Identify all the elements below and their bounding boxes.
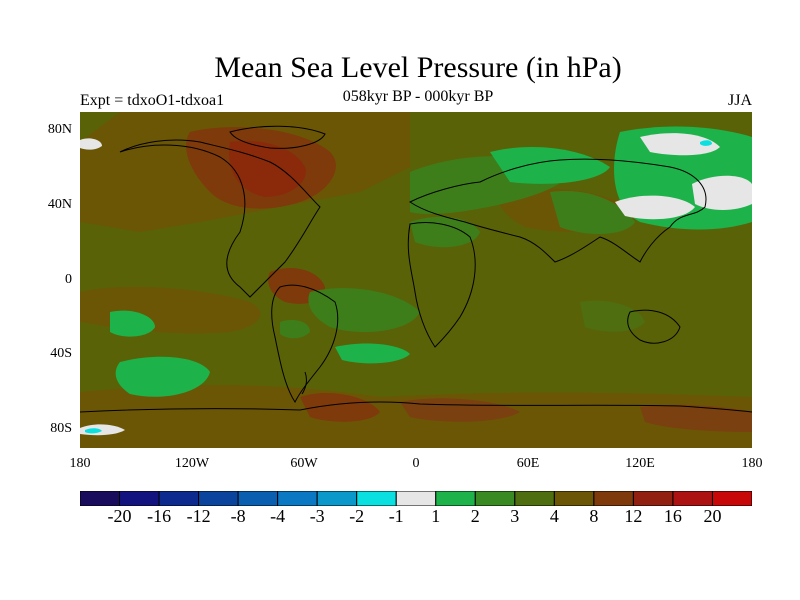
colorbar-label-1: -16 — [147, 506, 172, 526]
colorbar-swatch-5 — [277, 491, 318, 506]
colorbar-swatch-11 — [514, 491, 555, 506]
colorbar-label-13: 12 — [624, 506, 643, 526]
colorbar-swatch-14 — [632, 491, 674, 506]
colorbar-label-11: 4 — [549, 506, 559, 526]
colorbar-label-6: -2 — [349, 506, 365, 526]
light-anomaly-regions — [80, 133, 752, 436]
colorbar-label-3: -8 — [230, 506, 246, 526]
colorbar-swatch-16 — [711, 491, 752, 506]
colorbar-label-10: 3 — [510, 506, 520, 526]
chart-title: Mean Sea Level Pressure (in hPa) — [214, 51, 622, 84]
colorbar-label-9: 2 — [470, 506, 480, 526]
lat-label-80n: 80N — [47, 122, 72, 137]
lat-label-0: 0 — [65, 272, 72, 287]
colorbar-swatch-2 — [158, 491, 200, 506]
colorbar-swatch-3 — [198, 491, 239, 506]
colorbar-swatch-0 — [80, 491, 121, 506]
colorbar-swatch-6 — [316, 491, 358, 506]
colorbar-swatch-1 — [119, 491, 160, 506]
colorbar-label-2: -12 — [186, 506, 211, 526]
lon-label-180w: 180 — [69, 456, 91, 471]
colorbar-label-15: 20 — [703, 506, 722, 526]
lat-label-40n: 40N — [47, 197, 72, 212]
lon-label-60e: 60E — [516, 456, 540, 471]
pressure-map — [80, 112, 752, 448]
colorbar — [80, 491, 752, 506]
colorbar-swatch-7 — [356, 491, 397, 506]
colorbar-label-4: -4 — [270, 506, 286, 526]
colorbar-label-7: -1 — [388, 506, 404, 526]
coastlines — [80, 125, 752, 413]
lat-label-40s: 40S — [50, 346, 72, 361]
colorbar-label-14: 16 — [663, 506, 682, 526]
colorbar-label-5: -3 — [309, 506, 325, 526]
colorbar-label-0: -20 — [107, 506, 132, 526]
colorbar-swatch-4 — [237, 491, 279, 506]
colorbar-swatch-8 — [395, 491, 437, 506]
lon-label-120e: 120E — [625, 456, 655, 471]
lon-label-60w: 60W — [290, 456, 318, 471]
lon-label-120w: 120W — [174, 456, 210, 471]
colorbar-label-8: 1 — [431, 506, 441, 526]
lon-label-180e: 180 — [741, 456, 763, 471]
lon-label-0: 0 — [412, 456, 420, 471]
period-label: 058kyr BP - 000kyr BP — [342, 88, 494, 105]
colorbar-swatch-12 — [553, 491, 595, 506]
lat-label-80s: 80S — [50, 421, 72, 436]
colorbar-swatch-9 — [435, 491, 476, 506]
green-anomaly-regions — [110, 126, 752, 397]
experiment-label: Expt = tdxoO1-tdxoa1 — [80, 92, 225, 109]
colorbar-swatch-13 — [593, 491, 634, 506]
brown-anomaly-regions — [80, 112, 752, 448]
colorbar-swatch-15 — [672, 491, 713, 506]
season-label: JJA — [727, 92, 752, 109]
colorbar-label-12: 8 — [589, 506, 599, 526]
colorbar-swatch-10 — [474, 491, 516, 506]
